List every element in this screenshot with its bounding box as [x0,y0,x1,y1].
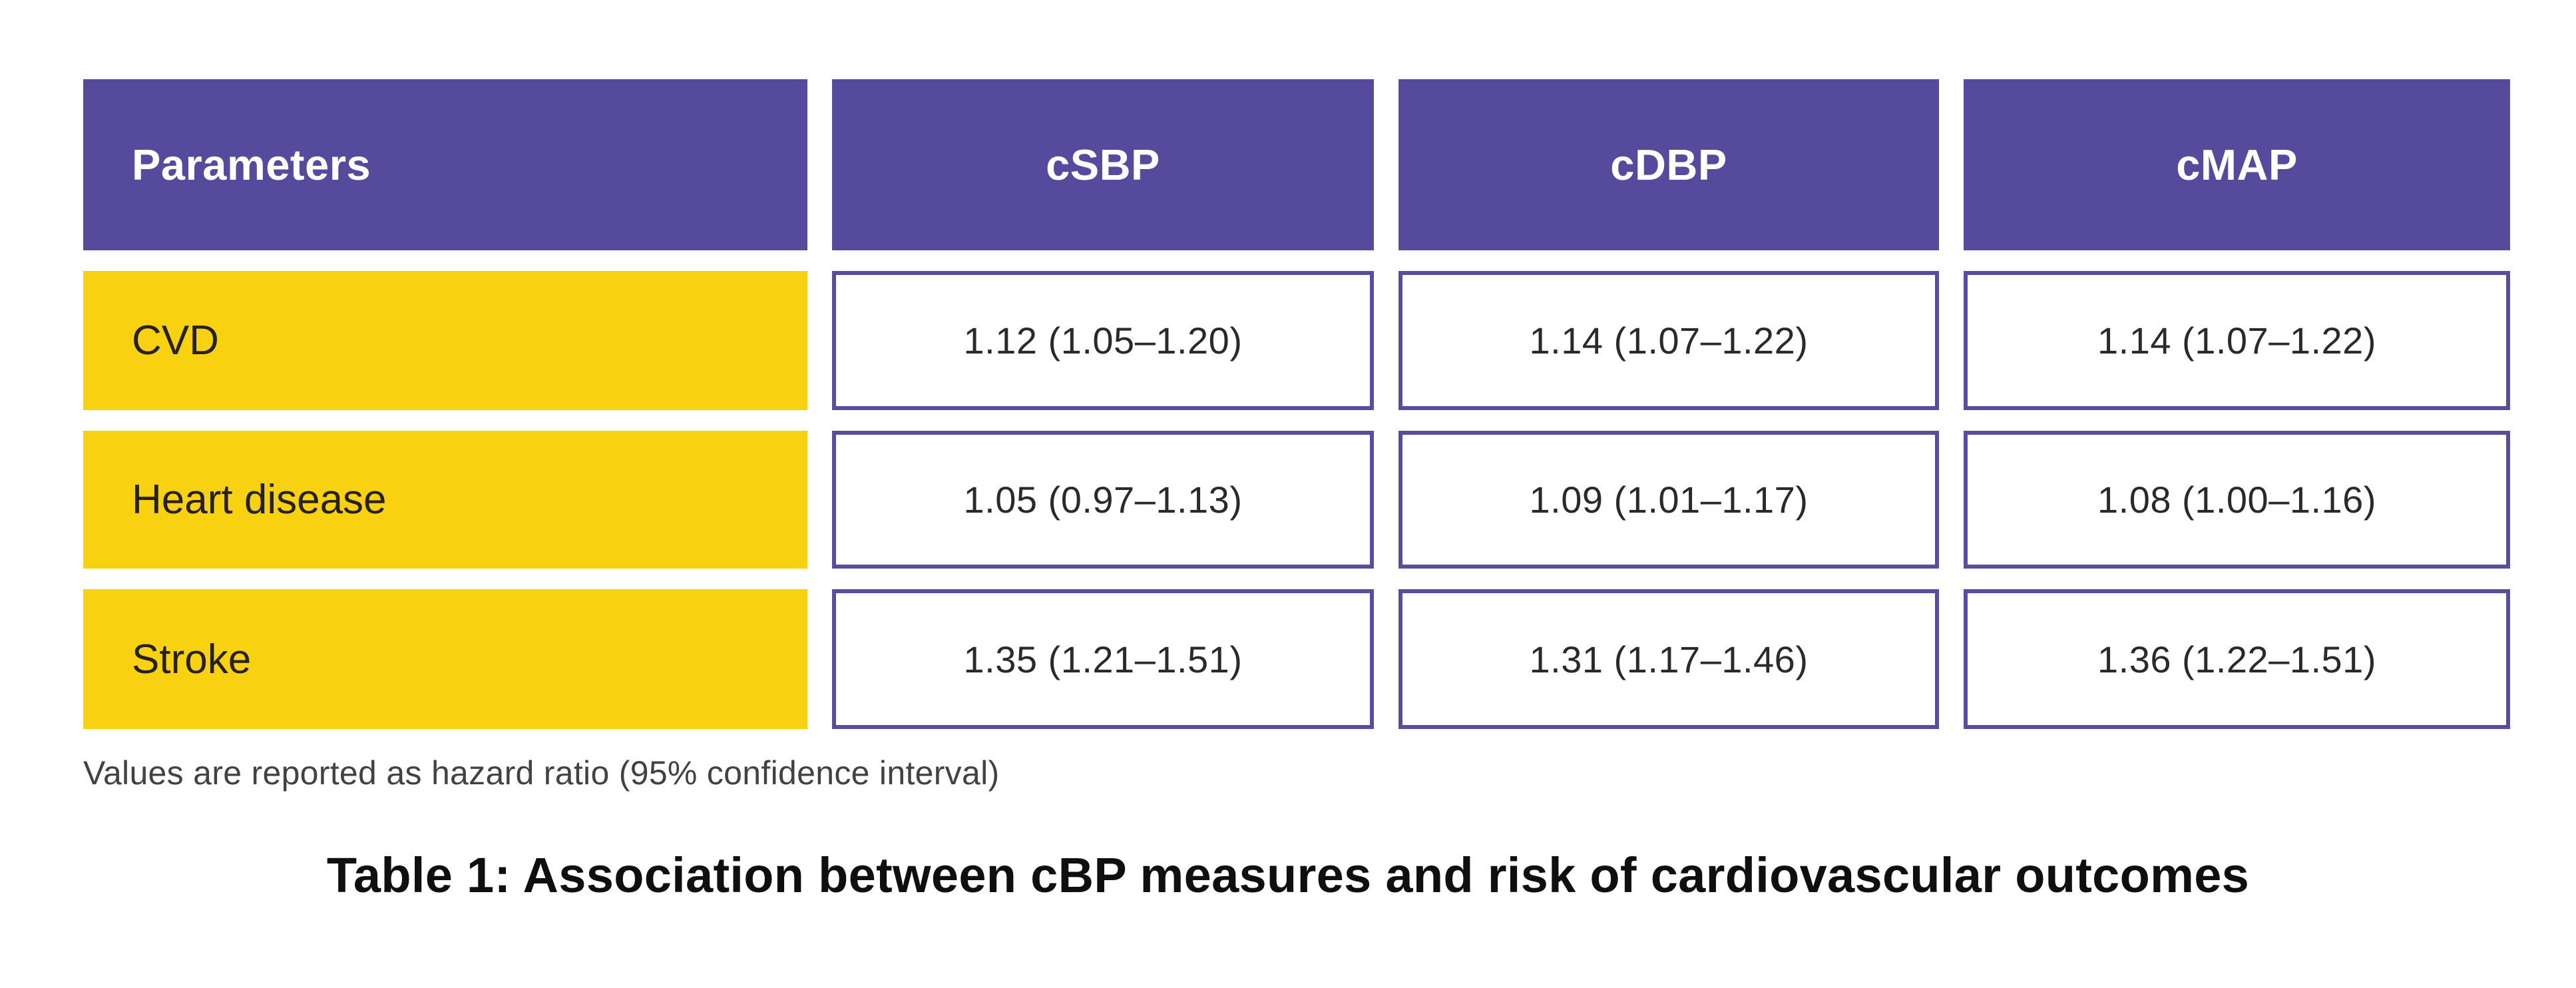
column-header-cdbp: cDBP [1398,79,1939,250]
cell-stroke-cmap: 1.36 (1.22–1.51) [1964,589,2510,729]
table-caption: Table 1: Association between cBP measure… [326,848,2250,903]
cell-stroke-csbp: 1.35 (1.21–1.51) [832,589,1374,729]
row-label-cvd: CVD [83,271,807,410]
cell-stroke-cdbp: 1.31 (1.17–1.46) [1398,589,1939,729]
column-header-cmap: cMAP [1964,79,2510,250]
row-label-stroke: Stroke [83,589,807,729]
table-footnote: Values are reported as hazard ratio (95%… [83,754,1000,792]
column-header-csbp: cSBP [832,79,1374,250]
bp-outcomes-table: Parameters cSBP cDBP cMAP CVD 1.12 (1.05… [83,79,2510,729]
column-header-parameters: Parameters [83,79,807,250]
cell-heart-disease-cdbp: 1.09 (1.01–1.17) [1398,431,1939,569]
cell-heart-disease-csbp: 1.05 (0.97–1.13) [832,431,1374,569]
cell-heart-disease-cmap: 1.08 (1.00–1.16) [1964,431,2510,569]
cell-cvd-cdbp: 1.14 (1.07–1.22) [1398,271,1939,410]
row-label-heart-disease: Heart disease [83,431,807,569]
cell-cvd-cmap: 1.14 (1.07–1.22) [1964,271,2510,410]
cell-cvd-csbp: 1.12 (1.05–1.20) [832,271,1374,410]
